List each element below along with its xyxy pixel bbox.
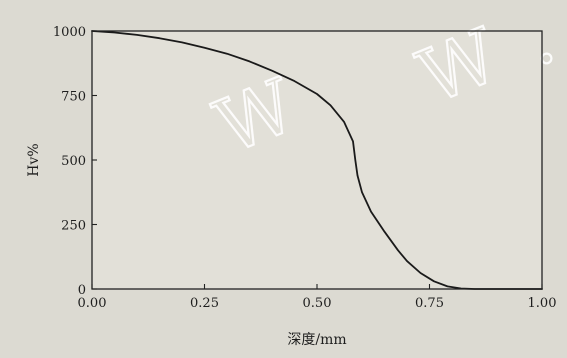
y-tick-label: 750 <box>61 90 86 105</box>
x-tick-label: 0.50 <box>303 296 332 311</box>
series-layer <box>91 30 543 290</box>
x-tick-label: 0.75 <box>415 296 444 311</box>
y-tick-label: 0 <box>78 283 86 298</box>
x-tick-label: 0.00 <box>78 296 107 311</box>
plot-area <box>92 31 542 289</box>
y-tick-label: 1000 <box>53 25 86 40</box>
series-line-0 <box>91 30 543 290</box>
x-tick-label: 1.00 <box>528 296 557 311</box>
y-tick-label: 250 <box>61 219 86 234</box>
y-tick-label: 500 <box>61 154 86 169</box>
x-tick-label: 0.25 <box>190 296 219 311</box>
y-axis: 0 250 500 750 1000 <box>53 25 97 298</box>
x-axis-title: 深度/mm <box>287 332 346 348</box>
x-axis: 0.00 0.25 0.50 0.75 1.00 <box>78 284 557 311</box>
y-axis-title: Hv% <box>26 143 42 176</box>
